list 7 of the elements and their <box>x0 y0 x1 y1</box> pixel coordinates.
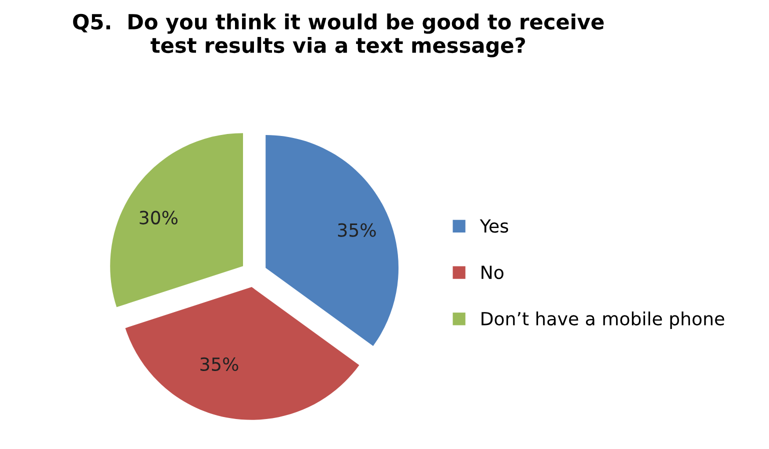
chart-title: Q5. Do you think it would be good to receive test results via a text message? <box>73 13 604 58</box>
legend-label: Yes <box>480 219 508 233</box>
legend-label: Don’t have a mobile phone <box>482 312 724 329</box>
data-label: 35% <box>338 223 376 237</box>
data-label: 30% <box>140 210 178 224</box>
data-label: 35% <box>200 357 238 372</box>
legend-label: No <box>482 266 504 280</box>
